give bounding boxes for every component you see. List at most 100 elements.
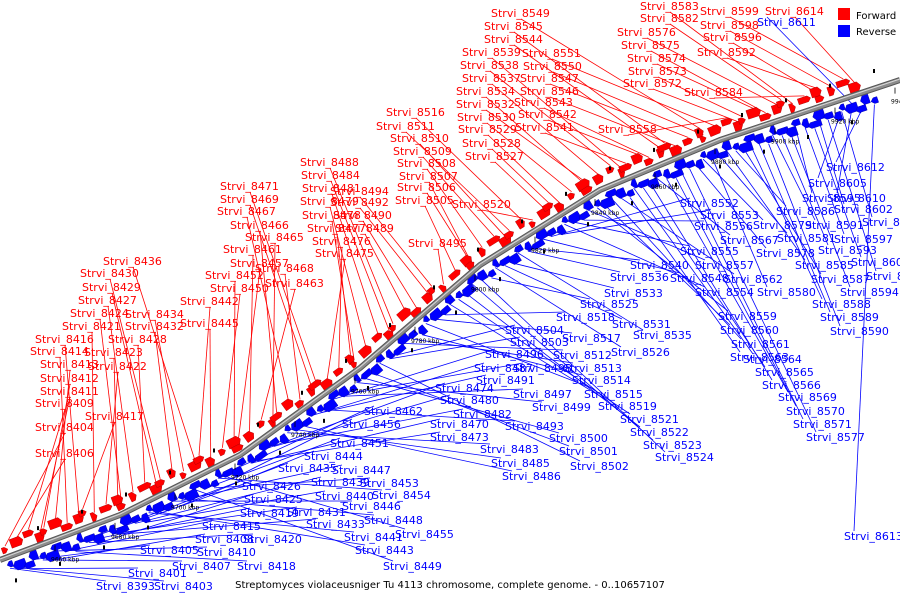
forward-gene-arrow: [426, 287, 436, 296]
forward-leader-line: [652, 88, 739, 123]
reverse-gene-label: Strvi_8535: [633, 329, 692, 342]
reverse-leader-line: [771, 134, 816, 221]
reverse-leader-line: [835, 103, 866, 163]
forward-leader-line: [405, 131, 510, 231]
forward-gene-label: Strvi_8547: [520, 72, 579, 85]
reverse-leader-line: [56, 546, 208, 552]
reverse-gene-arrow: [184, 488, 200, 502]
minor-feature-mark: [235, 481, 237, 486]
reverse-gene-arrow: [561, 215, 569, 224]
forward-leader-line: [28, 408, 66, 530]
forward-gene-label: Strvi_8506: [397, 181, 456, 194]
forward-leader-line: [491, 148, 549, 203]
reverse-leader-line: [260, 431, 441, 461]
forward-leader-line: [359, 207, 429, 294]
reverse-leader-line: [412, 338, 574, 364]
reverse-gene-arrow: [254, 449, 269, 462]
backbone-line: [0, 78, 900, 562]
forward-gene-label: Strvi_8450: [210, 282, 269, 295]
reverse-gene-label: Strvi_8502: [570, 460, 629, 473]
forward-leader-line: [415, 117, 522, 220]
reverse-leader-line: [445, 311, 567, 316]
forward-gene-arrow: [476, 247, 486, 258]
reverse-gene-label: Strvi_8513: [563, 362, 622, 375]
reverse-gene-label: Strvi_8454: [372, 489, 431, 502]
reverse-gene-arrow: [23, 559, 36, 569]
leader-lines: [4, 11, 877, 582]
reverse-gene-label: Strvi_8589: [820, 311, 879, 324]
forward-gene-arrow: [47, 517, 63, 531]
reverse-gene-label: Strvi_8602: [834, 203, 893, 216]
reverse-gene-label: Strvi_8613: [844, 530, 900, 543]
reverse-gene-label: Strvi_8566: [762, 379, 821, 392]
reverse-leader-line: [352, 362, 524, 394]
reverse-leader-line: [65, 520, 213, 552]
forward-leader-line: [107, 305, 134, 493]
reverse-gene-label: Strvi_8526: [611, 346, 670, 359]
forward-gene-label: Strvi_8461: [223, 243, 282, 256]
forward-gene-arrow: [136, 481, 152, 493]
forward-gene-label: Strvi_8529: [458, 123, 517, 136]
reverse-gene-arrow: [669, 168, 685, 179]
forward-leader-line: [362, 220, 417, 308]
minor-feature-mark: [323, 418, 325, 423]
forward-leader-line: [109, 278, 161, 479]
reverse-gene-label: Strvi_8444: [304, 450, 363, 463]
reverse-leader-line: [19, 567, 139, 570]
reverse-leader-line: [237, 418, 353, 477]
reverse-gene-label: Strvi_8540: [630, 259, 689, 272]
reverse-gene-label: Strvi_8504: [505, 324, 564, 337]
reverse-gene-label: Strvi_8605: [808, 177, 867, 190]
reverse-gene-arrow: [695, 158, 705, 170]
reverse-gene-label: Strvi_8570: [786, 405, 845, 418]
reverse-leader-line: [679, 168, 804, 420]
minor-feature-mark: [257, 422, 259, 427]
forward-gene-label: Strvi_8584: [684, 86, 743, 99]
forward-gene-label: Strvi_8477: [307, 222, 366, 235]
forward-leader-line: [330, 180, 390, 331]
reverse-gene-arrow: [162, 501, 175, 512]
reverse-gene-label: Strvi_8403: [154, 580, 213, 593]
forward-leader-line: [99, 318, 122, 503]
reverse-leader-line: [514, 263, 615, 289]
reverse-leader-line: [88, 533, 254, 544]
reverse-gene-arrow: [93, 532, 106, 545]
reverse-leader-line: [758, 142, 831, 313]
forward-gene-label: Strvi_8538: [460, 59, 519, 72]
reverse-leader-line: [333, 348, 496, 400]
forward-gene-label: Strvi_8532: [456, 98, 515, 111]
forward-leader-line: [794, 16, 856, 84]
reverse-leader-line: [356, 382, 543, 403]
forward-gene-arrow: [503, 230, 514, 241]
reverse-gene-arrow: [807, 119, 823, 129]
reverse-gene-arrow: [652, 169, 663, 178]
forward-gene-label: Strvi_8528: [462, 137, 521, 150]
forward-gene-label: Strvi_8582: [640, 12, 699, 25]
reverse-leader-line: [537, 248, 641, 261]
minor-feature-mark: [631, 201, 633, 206]
forward-gene-label: Strvi_8599: [700, 5, 759, 18]
forward-leader-line: [491, 57, 623, 170]
forward-gene-arrow: [847, 81, 861, 94]
reverse-leader-line: [583, 219, 705, 222]
reverse-leader-line: [836, 112, 852, 194]
forward-leader-line: [259, 230, 277, 413]
forward-gene-arrow: [737, 117, 746, 125]
forward-gene-label: Strvi_8575: [621, 39, 680, 52]
forward-gene-label: Strvi_8463: [265, 277, 324, 290]
forward-gene-label: Strvi_8412: [40, 372, 99, 385]
reverse-leader-line: [517, 252, 644, 331]
reverse-leader-line: [468, 294, 641, 428]
legend: Forward Reverse: [838, 8, 896, 38]
forward-gene-arrow: [591, 173, 604, 186]
reverse-leader-line: [112, 506, 298, 535]
reverse-leader-line: [633, 187, 754, 355]
forward-gene-label: Strvi_8406: [35, 447, 94, 460]
reverse-gene-label: Strvi_8587: [811, 273, 870, 286]
reverse-gene-arrow: [684, 159, 696, 169]
forward-leader-line: [494, 161, 545, 209]
forward-gene-arrow: [242, 431, 254, 443]
reverse-leader-line: [296, 429, 502, 459]
